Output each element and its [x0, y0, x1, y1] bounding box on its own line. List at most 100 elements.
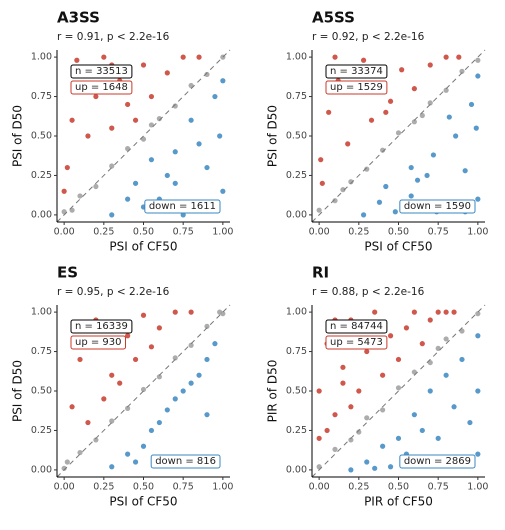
y-axis-label: PSI of D50 — [11, 360, 25, 422]
point — [132, 459, 139, 465]
point — [395, 435, 402, 441]
point — [93, 183, 99, 190]
annotation-box — [325, 335, 388, 350]
point — [125, 405, 131, 411]
y-tick-label: 0.25 — [286, 425, 307, 436]
panel-subtitle: r = 0.88, p < 2.2e-16 — [312, 286, 425, 298]
point — [316, 388, 322, 394]
point — [125, 101, 131, 108]
point — [109, 125, 115, 131]
panel-title: RI — [312, 264, 329, 282]
x-tick-label: 0.50 — [133, 482, 154, 493]
x-axis-label: PIR of CF50 — [364, 495, 433, 509]
point — [475, 388, 481, 394]
panel: A5SS r = 0.92, p < 2.2e-16 0.00 0.25 0.50 0.7… — [266, 9, 489, 254]
point — [340, 187, 346, 193]
point — [467, 419, 473, 426]
point — [109, 163, 115, 169]
point — [387, 98, 394, 104]
point — [326, 109, 332, 115]
point — [427, 388, 433, 394]
point — [109, 372, 115, 378]
point — [368, 117, 375, 123]
point — [132, 117, 139, 123]
panel: A3SS r = 0.91, p < 2.2e-16 0.00 0.25 0.50 0.7… — [11, 9, 234, 254]
x-tick-label: 0.50 — [388, 227, 409, 238]
point — [456, 54, 462, 60]
x-tick-label: 0.75 — [173, 227, 194, 238]
point — [85, 133, 91, 139]
point — [411, 309, 417, 315]
point — [69, 404, 75, 410]
point — [430, 152, 437, 158]
point — [156, 325, 162, 331]
annotation: n = 33374 — [330, 66, 383, 77]
point — [424, 172, 430, 179]
point — [180, 212, 186, 218]
point — [212, 93, 218, 100]
point — [395, 385, 402, 391]
point — [395, 356, 402, 363]
point — [443, 54, 449, 60]
point — [435, 309, 441, 315]
annotation-box — [70, 80, 133, 95]
point — [156, 374, 162, 380]
x-tick-label: 1.00 — [212, 227, 233, 238]
point — [475, 73, 481, 79]
y-tick-label: 0.50 — [286, 386, 307, 397]
y-axis-label: PSI of D50 — [11, 105, 25, 167]
point — [318, 157, 324, 163]
point — [204, 356, 210, 363]
point — [380, 407, 386, 413]
x-tick-label: 0.75 — [173, 482, 194, 493]
point — [204, 323, 210, 329]
point — [180, 54, 186, 60]
point — [403, 325, 410, 331]
point — [316, 207, 322, 213]
annotation: down = 1590 — [404, 201, 471, 212]
point — [164, 70, 170, 76]
point — [217, 309, 223, 315]
point — [427, 317, 433, 323]
y-tick-label: 0.50 — [286, 131, 307, 142]
y-tick-label: 0.25 — [286, 170, 307, 181]
point — [172, 355, 178, 361]
point — [64, 164, 70, 171]
point — [180, 388, 186, 394]
annotation-box — [144, 199, 221, 214]
point — [427, 62, 433, 68]
annotation: down = 2869 — [404, 456, 471, 467]
x-tick-label: 1.00 — [467, 482, 488, 493]
panel-title: ES — [57, 264, 78, 282]
point — [172, 180, 178, 186]
point — [148, 93, 155, 100]
point — [435, 435, 441, 441]
point — [356, 429, 362, 435]
point — [332, 198, 338, 204]
point — [77, 449, 83, 456]
panel-subtitle: r = 0.95, p < 2.2e-16 — [57, 286, 170, 298]
point — [148, 344, 155, 350]
point — [414, 177, 421, 183]
point — [451, 309, 457, 315]
point — [319, 180, 325, 186]
point — [395, 130, 402, 136]
annotation-box — [70, 335, 127, 350]
y-tick-label: 1.00 — [286, 307, 307, 318]
annotation-box — [325, 319, 388, 334]
point — [443, 87, 449, 93]
point — [443, 372, 449, 378]
point — [164, 407, 170, 413]
point — [140, 443, 147, 449]
point — [172, 103, 178, 109]
annotation: n = 84744 — [330, 321, 383, 332]
point — [220, 188, 226, 194]
point — [172, 396, 178, 402]
point — [164, 172, 170, 179]
point — [383, 109, 389, 115]
point — [340, 380, 346, 386]
point — [340, 364, 346, 370]
x-tick-label: 1.00 — [212, 482, 233, 493]
y-tick-label: 0.75 — [286, 91, 307, 102]
point — [125, 451, 131, 457]
